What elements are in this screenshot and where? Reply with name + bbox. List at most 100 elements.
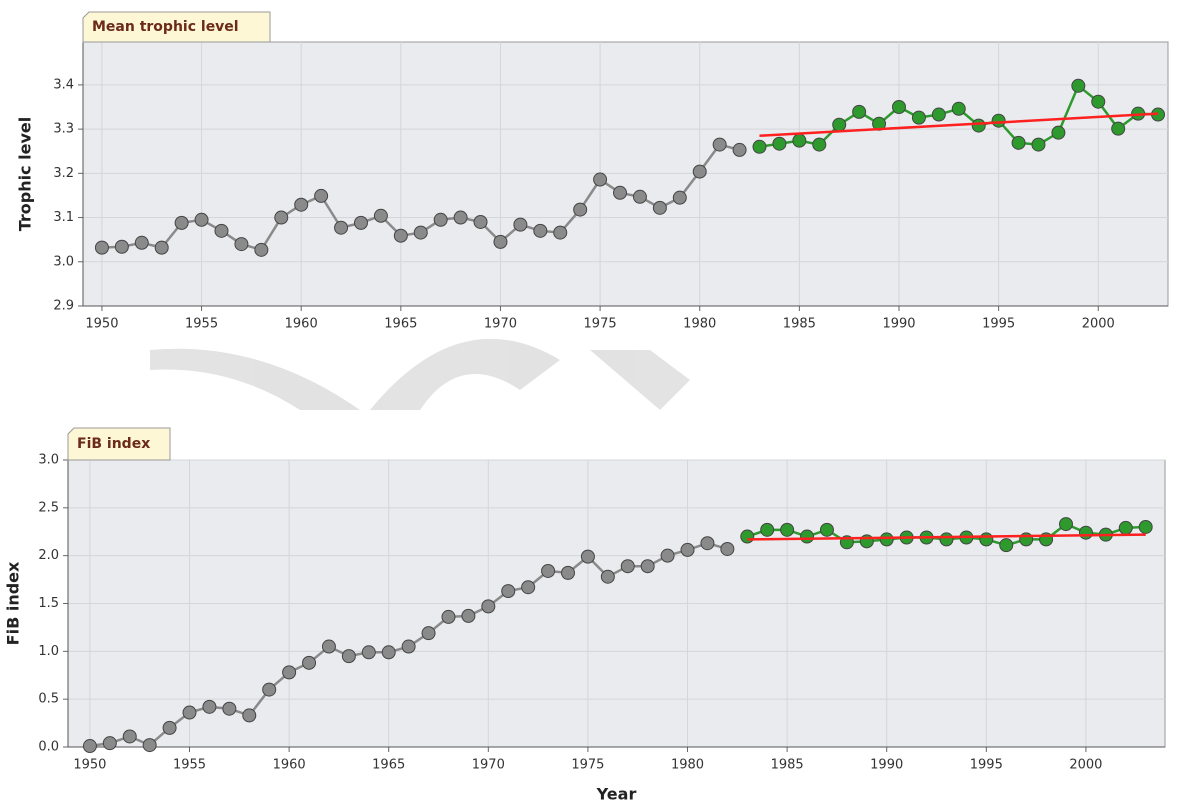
y-tick-label: 3.4 — [53, 77, 74, 92]
watermark-stroke — [370, 338, 560, 410]
point — [700, 536, 715, 551]
x-tick-label: 1975 — [584, 317, 617, 332]
point — [174, 215, 189, 230]
x-axis-title: Year — [596, 785, 637, 803]
point — [931, 107, 946, 122]
point — [82, 739, 97, 754]
y-tick-label: 2.0 — [38, 548, 59, 563]
point — [660, 548, 675, 563]
point — [580, 549, 595, 564]
point — [393, 228, 408, 243]
x-tick-label: 1995 — [970, 758, 1003, 773]
x-tick-label: 1955 — [185, 317, 218, 332]
point — [234, 237, 249, 252]
point — [182, 705, 197, 720]
point — [951, 101, 966, 116]
x-tick-label: 1995 — [982, 317, 1015, 332]
watermark-stroke — [590, 350, 690, 410]
point — [792, 133, 807, 148]
y-axis-title: FiB index — [4, 561, 23, 645]
point — [999, 538, 1014, 553]
chart-title: FiB index — [77, 436, 150, 452]
point — [560, 565, 575, 580]
point — [294, 197, 309, 212]
point — [672, 190, 687, 205]
point — [521, 580, 536, 595]
point — [879, 532, 894, 547]
point — [114, 239, 129, 254]
point — [94, 240, 109, 255]
point — [593, 172, 608, 187]
x-tick-label: 2000 — [1082, 317, 1115, 332]
point — [202, 699, 217, 714]
point — [102, 736, 117, 751]
point — [613, 185, 628, 200]
point — [1138, 519, 1153, 534]
point — [553, 225, 568, 240]
chart: 1950 1955 1960 1965 1970 1975 1980 1985 1990 1995… — [16, 11, 1169, 332]
point — [134, 235, 149, 250]
y-tick-label: 3.1 — [53, 210, 74, 225]
y-tick-label: 0.5 — [38, 692, 59, 707]
x-tick-label: 1955 — [173, 758, 206, 773]
point — [341, 649, 356, 664]
point — [493, 234, 508, 249]
point — [122, 729, 137, 744]
point — [533, 223, 548, 238]
point — [740, 529, 755, 544]
point — [262, 682, 277, 697]
x-tick-label: 1980 — [683, 317, 716, 332]
point — [752, 139, 767, 154]
point — [1111, 121, 1126, 136]
point — [142, 738, 157, 753]
x-tick-label: 2000 — [1069, 758, 1102, 773]
point — [1091, 94, 1106, 109]
point — [1118, 520, 1133, 535]
point — [812, 137, 827, 152]
point — [692, 164, 707, 179]
y-tick-label: 3.3 — [53, 122, 74, 137]
y-tick-label: 1.5 — [38, 596, 59, 611]
y-tick-label: 2.5 — [38, 500, 59, 515]
x-tick-label: 1950 — [73, 758, 106, 773]
point — [441, 609, 456, 624]
point — [314, 188, 329, 203]
point — [242, 708, 257, 723]
point — [620, 559, 635, 574]
point — [513, 217, 528, 232]
point — [501, 584, 516, 599]
point — [780, 522, 795, 537]
point — [712, 137, 727, 152]
point — [652, 200, 667, 215]
point — [334, 220, 349, 235]
x-tick-label: 1960 — [285, 317, 318, 332]
title-tab — [82, 11, 271, 43]
point — [991, 113, 1006, 128]
point — [680, 542, 695, 557]
point — [194, 212, 209, 227]
point — [1078, 525, 1093, 540]
point — [473, 214, 488, 229]
y-tick-label: 1.0 — [38, 644, 59, 659]
point — [433, 212, 448, 227]
chart: 1950 1955 1960 1965 1970 1975 1980 1985 1990 1995… — [4, 427, 1166, 803]
point — [772, 136, 787, 151]
x-tick-label: 1985 — [771, 758, 804, 773]
y-axis-title: Trophic level — [16, 117, 35, 232]
point — [373, 208, 388, 223]
point — [1071, 78, 1086, 93]
point — [274, 210, 289, 225]
y-tick-label: 3.0 — [53, 254, 74, 269]
point — [421, 626, 436, 641]
point — [939, 532, 954, 547]
point — [819, 522, 834, 537]
y-tick-label: 0.0 — [38, 740, 59, 755]
point — [254, 242, 269, 257]
point — [732, 142, 747, 157]
point — [800, 529, 815, 544]
point — [1051, 125, 1066, 140]
point — [832, 117, 847, 132]
point — [413, 225, 428, 240]
x-tick-label: 1985 — [783, 317, 816, 332]
point — [1058, 517, 1073, 532]
